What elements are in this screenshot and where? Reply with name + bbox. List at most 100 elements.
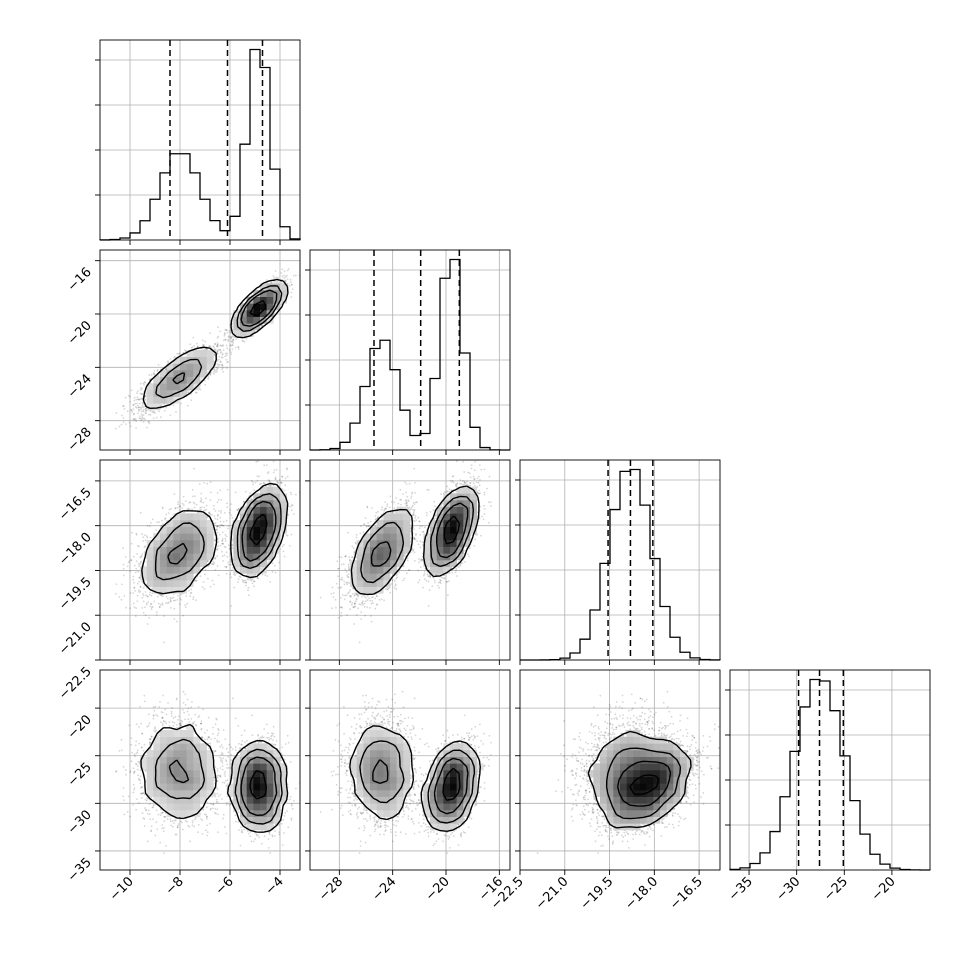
density-cell [390,546,397,554]
sample-point [643,730,646,733]
sample-point [291,807,294,810]
sample-point [191,488,194,491]
sample-point [489,754,492,756]
sample-point [446,581,449,583]
sample-point [369,814,372,817]
sample-point [643,718,646,721]
sample-point [365,709,367,711]
sample-point [585,762,588,765]
density-cell [470,513,477,521]
sample-point [379,825,382,828]
sample-point [132,578,135,581]
sample-point [220,344,223,347]
sample-point [389,591,392,594]
sample-point [217,727,219,730]
sample-point [433,842,436,845]
sample-point [280,481,283,484]
sample-point [202,708,204,711]
density-cell [450,823,457,831]
sample-point [588,787,591,790]
density-cell [260,283,267,291]
sample-point [627,847,630,849]
sample-point [190,706,193,709]
sample-point [152,714,155,717]
density-cell [253,506,261,514]
sample-point [596,749,598,751]
sample-point [129,401,132,403]
density-cell [173,376,181,384]
density-cell [403,743,411,751]
sample-point [155,714,158,716]
density-cell [280,283,287,291]
density-cell [403,770,411,777]
density-cell [166,546,174,554]
sample-point [428,777,430,780]
sample-point [224,352,227,355]
sample-point [184,500,187,503]
sample-point [413,537,415,540]
sample-point [135,420,138,423]
density-cell [246,520,254,527]
sample-point [368,525,370,528]
sample-point [365,596,367,599]
panel-frame [519,459,721,661]
density-cell [363,776,371,784]
sample-point [132,783,135,786]
density-cell [266,783,274,791]
sample-point [185,350,187,353]
density-cell [166,736,174,744]
density-cell [403,533,411,541]
sample-point [592,808,595,811]
sample-point [681,744,684,747]
sample-point [240,829,243,831]
sample-point [478,786,481,788]
sample-point [231,538,234,541]
sample-point [376,517,379,519]
sample-point [220,760,222,762]
sample-point [290,493,293,496]
density-cell [166,376,174,384]
density-cell [390,736,397,744]
y-tick-label-2: −18.0 [56,530,95,569]
sample-point [479,723,481,726]
sample-point [286,269,289,272]
sample-point [184,820,187,822]
sample-point [403,577,406,580]
density-cell [240,783,247,791]
sample-point [224,780,227,782]
sample-point [608,714,611,716]
sample-point [154,705,157,708]
sample-point [696,751,699,754]
sample-point [161,824,164,826]
sample-point [216,776,219,779]
sample-point [623,831,626,834]
histogram-step-line [309,258,510,451]
sample-point [660,732,663,734]
sample-point [172,717,175,719]
sample-point [225,832,228,835]
sample-point [717,725,720,728]
sample-point [217,525,219,528]
sample-point [483,787,486,790]
sample-point [135,567,138,570]
sample-point [170,710,173,713]
density-cell [266,316,274,324]
sample-point [170,712,173,715]
sample-point [133,581,135,584]
sample-point [427,575,429,577]
density-cell [436,823,444,831]
sample-point [614,706,617,708]
sample-point [208,747,210,749]
density-cell [260,506,267,514]
sample-point [664,724,667,727]
sample-point [217,541,220,543]
sample-point [456,575,458,577]
sample-point [356,593,358,596]
density-cell [166,790,174,797]
scatter-panel-3-0 [95,669,301,875]
sample-point [213,539,216,542]
density-cell [153,403,161,411]
sample-point [143,743,146,746]
sample-point [366,606,369,608]
sample-point [460,834,462,837]
